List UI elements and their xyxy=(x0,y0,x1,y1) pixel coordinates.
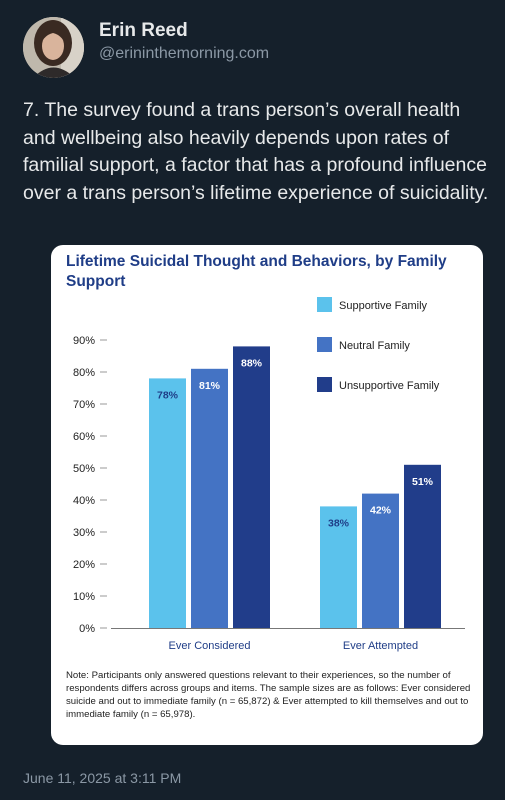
author-name[interactable]: Erin Reed xyxy=(99,20,188,41)
data-label: 42% xyxy=(370,505,392,517)
chart-image-card[interactable]: Lifetime Suicidal Thought and Behaviors,… xyxy=(51,245,483,745)
y-tick-label: 60% xyxy=(73,431,95,443)
timestamp[interactable]: June 11, 2025 at 3:11 PM xyxy=(23,770,182,786)
legend-swatch xyxy=(317,297,332,312)
legend-swatch xyxy=(317,377,332,392)
y-tick-label: 90% xyxy=(73,335,95,347)
legend-label: Unsupportive Family xyxy=(339,380,440,392)
legend-label: Neutral Family xyxy=(339,340,410,352)
avatar[interactable] xyxy=(23,17,84,78)
data-label: 38% xyxy=(328,517,350,529)
legend-swatch xyxy=(317,337,332,352)
bar xyxy=(233,346,270,628)
legend-label: Supportive Family xyxy=(339,300,428,312)
data-label: 88% xyxy=(241,357,263,369)
data-label: 81% xyxy=(199,380,221,392)
author-handle[interactable]: @erininthemorning.com xyxy=(99,45,270,62)
bar xyxy=(191,368,228,628)
bar-chart: 0% 10% 20% 30% 40% 50% 60% 70% 80% 90% 78% 81% 88% Ev… xyxy=(73,297,465,652)
y-tick-label: 30% xyxy=(73,527,95,539)
y-tick-label: 40% xyxy=(73,495,95,507)
y-tick-label: 0% xyxy=(79,623,95,635)
chart-title: Lifetime Suicidal Thought and Behaviors,… xyxy=(66,253,447,290)
bar xyxy=(149,378,186,628)
y-tick-label: 10% xyxy=(73,591,95,603)
data-label: 78% xyxy=(157,389,179,401)
data-label: 51% xyxy=(412,476,434,488)
chart-note: Note: Participants only answered questio… xyxy=(66,670,471,720)
category-label: Ever Considered xyxy=(169,640,251,652)
avatar-photo xyxy=(23,17,84,78)
tweet-text: 7. The survey found a trans person’s ove… xyxy=(23,99,489,204)
category-label: Ever Attempted xyxy=(343,640,418,652)
bar xyxy=(404,464,441,628)
bar xyxy=(362,493,399,628)
y-tick-label: 50% xyxy=(73,463,95,475)
bar xyxy=(320,506,357,628)
y-tick-label: 20% xyxy=(73,559,95,571)
y-tick-label: 70% xyxy=(73,399,95,411)
y-tick-label: 80% xyxy=(73,367,95,379)
